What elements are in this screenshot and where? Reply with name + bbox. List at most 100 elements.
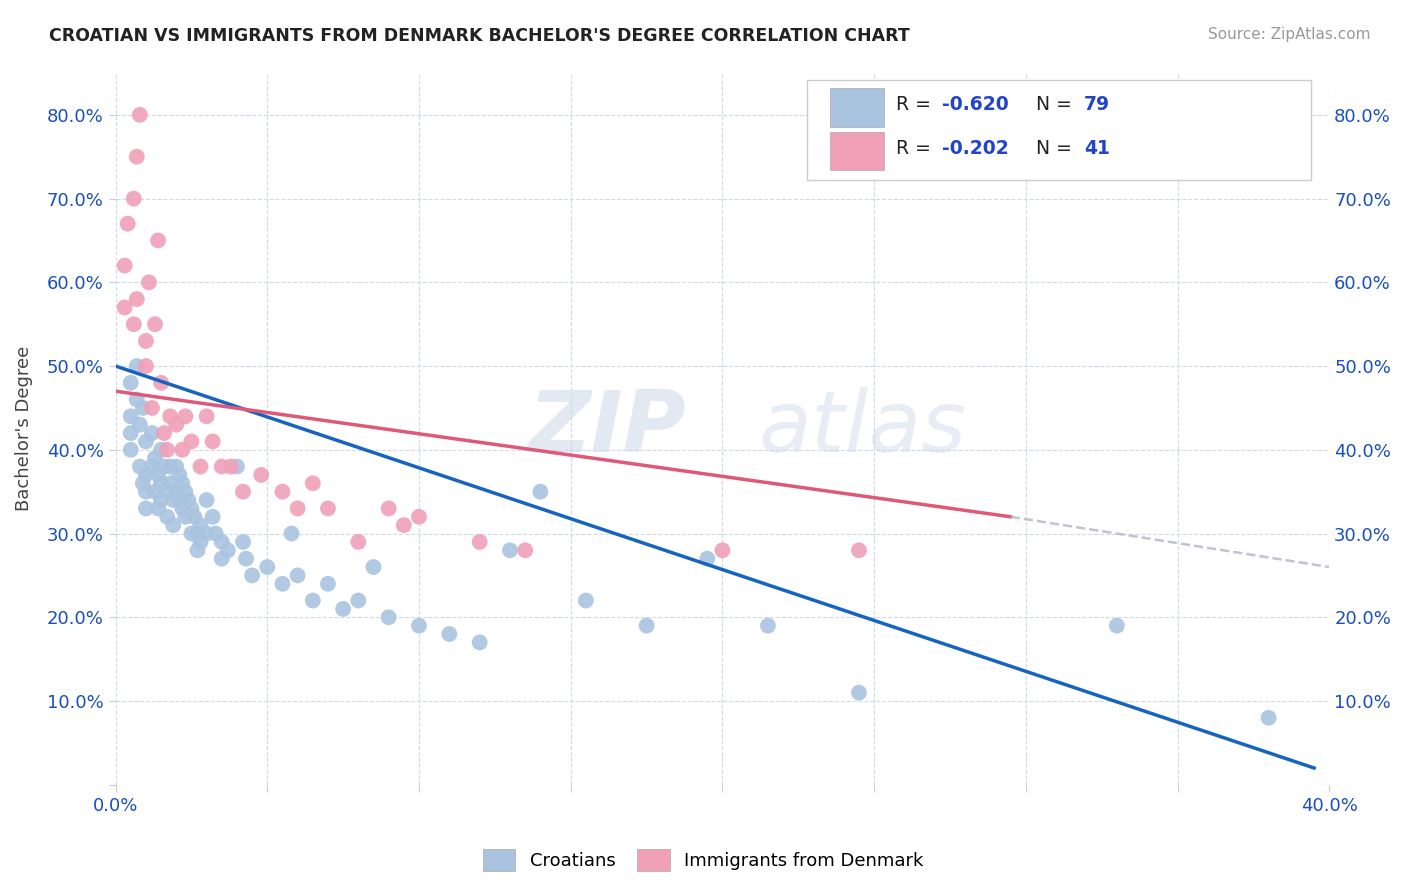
Point (1105, 618, 1128, 632)
Point (195, 493, 218, 508)
Point (180, 501, 202, 516)
Point (217, 543, 239, 558)
Text: 79: 79 (1084, 95, 1111, 113)
Point (287, 501, 309, 516)
Point (125, 150, 148, 164)
Point (211, 551, 233, 566)
Point (135, 484, 157, 499)
Text: Source: ZipAtlas.com: Source: ZipAtlas.com (1208, 27, 1371, 42)
FancyBboxPatch shape (807, 80, 1310, 180)
Point (280, 526, 302, 541)
Text: N =: N = (1036, 95, 1077, 113)
Point (153, 459, 176, 474)
Point (174, 509, 197, 524)
Point (211, 535, 233, 549)
Point (146, 234, 169, 248)
Point (141, 401, 163, 415)
Point (141, 425, 163, 440)
FancyBboxPatch shape (831, 132, 884, 170)
Point (392, 518, 415, 533)
Point (135, 434, 157, 449)
Point (169, 493, 191, 508)
Point (186, 526, 208, 541)
Point (135, 334, 157, 348)
Point (120, 442, 142, 457)
Point (165, 417, 187, 432)
Point (211, 459, 233, 474)
Point (174, 409, 197, 424)
Point (316, 576, 339, 591)
Text: CROATIAN VS IMMIGRANTS FROM DENMARK BACHELOR'S DEGREE CORRELATION CHART: CROATIAN VS IMMIGRANTS FROM DENMARK BACH… (49, 27, 910, 45)
Point (271, 484, 294, 499)
Point (135, 467, 157, 482)
Point (172, 442, 194, 457)
Text: R =: R = (896, 139, 936, 158)
Point (250, 467, 273, 482)
Text: 41: 41 (1084, 139, 1109, 158)
Point (146, 467, 169, 482)
Point (195, 409, 218, 424)
Point (256, 560, 278, 574)
Point (204, 526, 226, 541)
Point (165, 459, 187, 474)
Point (696, 551, 718, 566)
Point (125, 292, 148, 306)
Point (377, 610, 399, 624)
Point (143, 317, 166, 331)
Point (190, 459, 212, 474)
Point (162, 518, 184, 533)
Point (153, 425, 176, 440)
Point (180, 434, 202, 449)
Y-axis label: Bachelor's Degree: Bachelor's Degree (15, 346, 32, 511)
Point (150, 376, 173, 390)
Point (848, 686, 870, 700)
Text: -0.620: -0.620 (942, 95, 1010, 113)
Point (135, 501, 157, 516)
Point (177, 493, 200, 508)
Point (135, 359, 157, 373)
Point (636, 618, 658, 632)
Point (150, 476, 173, 491)
Point (848, 543, 870, 558)
Point (363, 560, 385, 574)
Point (711, 543, 734, 558)
Point (226, 459, 249, 474)
Point (575, 593, 598, 607)
Point (499, 543, 522, 558)
Point (159, 476, 181, 491)
Point (332, 602, 354, 616)
Point (232, 484, 254, 499)
FancyBboxPatch shape (831, 88, 884, 127)
Point (195, 526, 218, 541)
Point (235, 551, 257, 566)
Point (174, 484, 197, 499)
Point (138, 276, 160, 290)
Point (128, 417, 150, 432)
Point (172, 476, 194, 491)
Point (146, 501, 169, 516)
Point (114, 259, 136, 273)
Point (141, 459, 163, 474)
Point (529, 484, 551, 499)
Point (132, 476, 155, 491)
Point (439, 627, 461, 641)
Point (162, 493, 184, 508)
Point (128, 108, 150, 122)
Point (190, 535, 212, 549)
Point (240, 568, 263, 582)
Point (114, 301, 136, 315)
Point (408, 509, 430, 524)
Point (128, 459, 150, 474)
Point (125, 359, 148, 373)
Point (180, 526, 202, 541)
Point (201, 509, 224, 524)
Point (132, 401, 155, 415)
Point (756, 618, 779, 632)
Point (232, 535, 254, 549)
Point (377, 501, 399, 516)
Point (156, 484, 179, 499)
Point (201, 434, 224, 449)
Point (120, 376, 142, 390)
Point (172, 501, 194, 516)
Point (150, 442, 173, 457)
